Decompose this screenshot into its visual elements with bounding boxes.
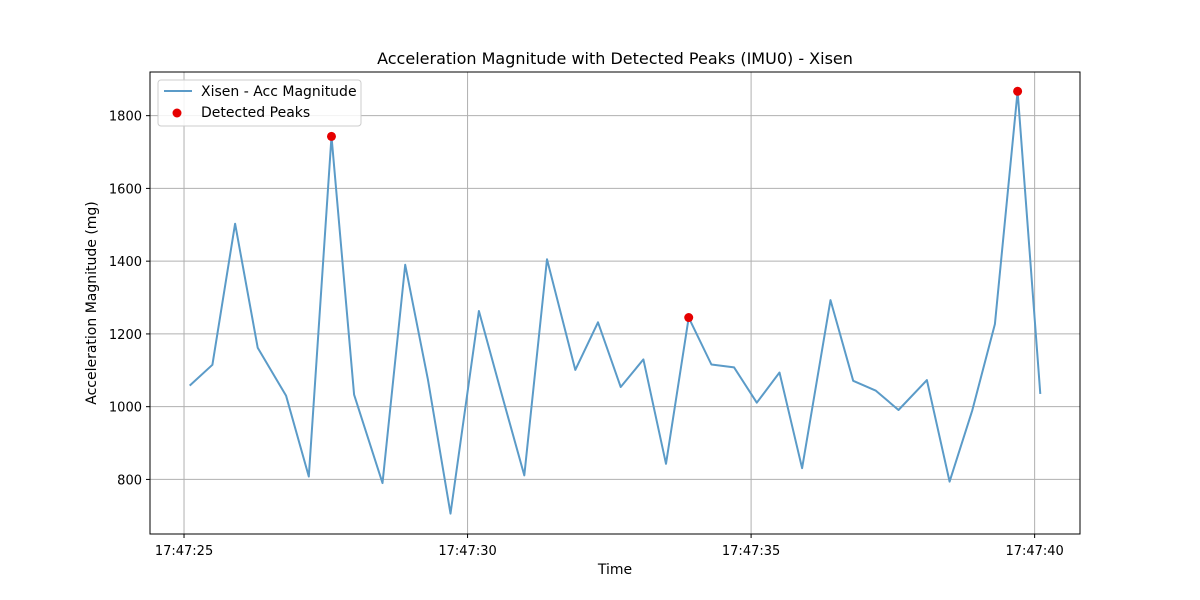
axis-ticks: 17:47:25 17:47:30 17:47:35 17:47:40 800 1000 1… bbox=[109, 110, 1064, 559]
y-tick-label: 800 bbox=[117, 473, 142, 488]
y-tick-label: 1400 bbox=[109, 255, 142, 270]
y-tick-label: 1000 bbox=[109, 401, 142, 416]
peak-point bbox=[326, 131, 336, 141]
legend-label-detected-peaks: Detected Peaks bbox=[201, 105, 310, 121]
legend-dot-swatch bbox=[172, 108, 182, 118]
x-tick-label: 17:47:30 bbox=[438, 544, 496, 559]
peak-point bbox=[684, 313, 694, 323]
peak-point bbox=[1013, 86, 1023, 96]
legend-label-acc-magnitude: Xisen - Acc Magnitude bbox=[201, 84, 357, 100]
y-tick-label: 1600 bbox=[109, 182, 142, 197]
y-tick-label: 1200 bbox=[109, 328, 142, 343]
plot-series bbox=[189, 86, 1042, 515]
y-tick-label: 1800 bbox=[109, 110, 142, 125]
x-tick-label: 17:47:25 bbox=[155, 544, 213, 559]
grid bbox=[150, 72, 1080, 534]
x-tick-label: 17:47:35 bbox=[722, 544, 780, 559]
y-axis-label: Acceleration Magnitude (mg) bbox=[84, 201, 100, 405]
legend-box bbox=[157, 79, 362, 127]
plot-frame bbox=[149, 71, 1081, 535]
chart-title: Acceleration Magnitude with Detected Pea… bbox=[377, 49, 853, 68]
legend: Xisen - Acc Magnitude Detected Peaks bbox=[157, 79, 362, 127]
x-axis-label: Time bbox=[597, 562, 632, 578]
x-tick-label: 17:47:40 bbox=[1005, 544, 1063, 559]
